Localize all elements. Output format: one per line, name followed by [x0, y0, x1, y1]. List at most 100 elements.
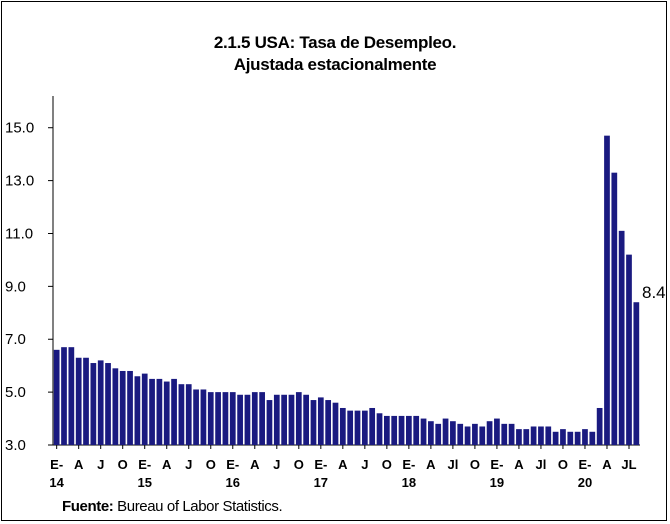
x-tick-label: Jl: [447, 457, 458, 472]
x-year-label: 15: [137, 475, 151, 490]
x-year-label: 17: [314, 475, 328, 490]
x-tick-label: E-: [138, 457, 151, 472]
bar: [633, 302, 640, 445]
y-tick-label: 13.0: [5, 173, 34, 190]
bar: [383, 415, 390, 445]
bar: [215, 392, 221, 445]
bar: [354, 410, 361, 445]
x-tick-label: E-: [314, 457, 327, 472]
bar: [317, 397, 324, 445]
y-tick-label: 9.0: [5, 278, 26, 295]
bar: [119, 370, 126, 445]
x-year-label: 16: [226, 475, 240, 490]
bar: [479, 426, 486, 445]
bar: [112, 368, 119, 445]
x-tick-label: O: [470, 457, 480, 472]
bar: [391, 415, 398, 445]
bar: [90, 363, 97, 445]
x-tick-label: O: [206, 457, 216, 472]
bar: [545, 426, 552, 445]
x-tick-label: E-: [490, 457, 503, 472]
bar: [61, 347, 67, 445]
bar: [222, 392, 229, 445]
x-tick-label: A: [74, 457, 84, 472]
bar: [171, 378, 177, 445]
bar: [273, 394, 280, 445]
bar: [229, 392, 236, 445]
y-tick-label: 5.0: [5, 384, 26, 401]
bar: [538, 426, 544, 445]
x-tick-label: O: [382, 457, 392, 472]
bar: [472, 423, 478, 445]
chart-title: 2.1.5 USA: Tasa de Desempleo.: [213, 33, 457, 52]
y-tick-label: 3.0: [5, 437, 26, 454]
bar: [266, 400, 273, 445]
bar: [567, 431, 574, 445]
bar: [105, 363, 111, 445]
x-tick-label: A: [514, 457, 524, 472]
x-tick-label: JL: [621, 457, 636, 472]
bar: [185, 384, 192, 445]
bar: [339, 407, 346, 445]
bar: [406, 415, 412, 445]
bar: [398, 415, 405, 445]
bar: [127, 370, 133, 445]
bar: [288, 394, 295, 445]
x-tick-label: J: [185, 457, 192, 472]
bar: [163, 381, 170, 445]
source-label: Fuente:: [62, 498, 114, 515]
bar: [75, 357, 82, 445]
bar: [464, 426, 471, 445]
bar: [134, 376, 141, 445]
chart-subtitle: Ajustada estacionalmente: [233, 55, 437, 74]
x-year-label: 20: [578, 475, 592, 490]
bar: [237, 394, 243, 445]
bar: [596, 407, 603, 445]
x-year-label: 14: [49, 475, 64, 490]
bar: [149, 378, 155, 445]
bar: [141, 373, 148, 445]
source-text: Bureau of Labor Statistics.: [113, 498, 283, 515]
bar: [178, 384, 185, 445]
x-tick-label: E-: [50, 457, 63, 472]
bar: [244, 394, 251, 445]
bar: [332, 402, 339, 445]
bar: [494, 418, 500, 445]
last-value-label: 8.4: [642, 283, 666, 302]
bar: [68, 347, 75, 445]
bar: [369, 407, 376, 445]
bar: [53, 349, 60, 445]
bar: [435, 423, 442, 445]
bar: [552, 431, 559, 445]
bar: [618, 230, 625, 445]
x-tick-label: O: [558, 457, 568, 472]
bar: [611, 172, 618, 445]
bar: [361, 410, 368, 445]
bar: [508, 423, 515, 445]
x-tick-label: E-: [578, 457, 591, 472]
bar: [530, 426, 537, 445]
bar: [251, 392, 258, 445]
bar: [486, 421, 493, 445]
bar: [442, 418, 449, 445]
bar: [200, 389, 207, 445]
x-tick-label: J: [361, 457, 368, 472]
bar: [582, 429, 588, 445]
x-tick-label: A: [602, 457, 612, 472]
x-tick-label: A: [338, 457, 348, 472]
bar: [626, 254, 632, 445]
bar: [259, 392, 265, 445]
bar: [457, 423, 464, 445]
y-tick-label: 11.0: [5, 225, 33, 242]
bar: [207, 392, 214, 445]
bar: [347, 410, 354, 445]
source-note: Fuente: Bureau of Labor Statistics.: [62, 498, 283, 515]
bar: [281, 394, 287, 445]
x-tick-label: J: [97, 457, 104, 472]
bar: [560, 429, 566, 445]
bar: [523, 429, 530, 445]
bar: [303, 394, 310, 445]
bar: [295, 392, 302, 445]
bar: [310, 400, 317, 445]
